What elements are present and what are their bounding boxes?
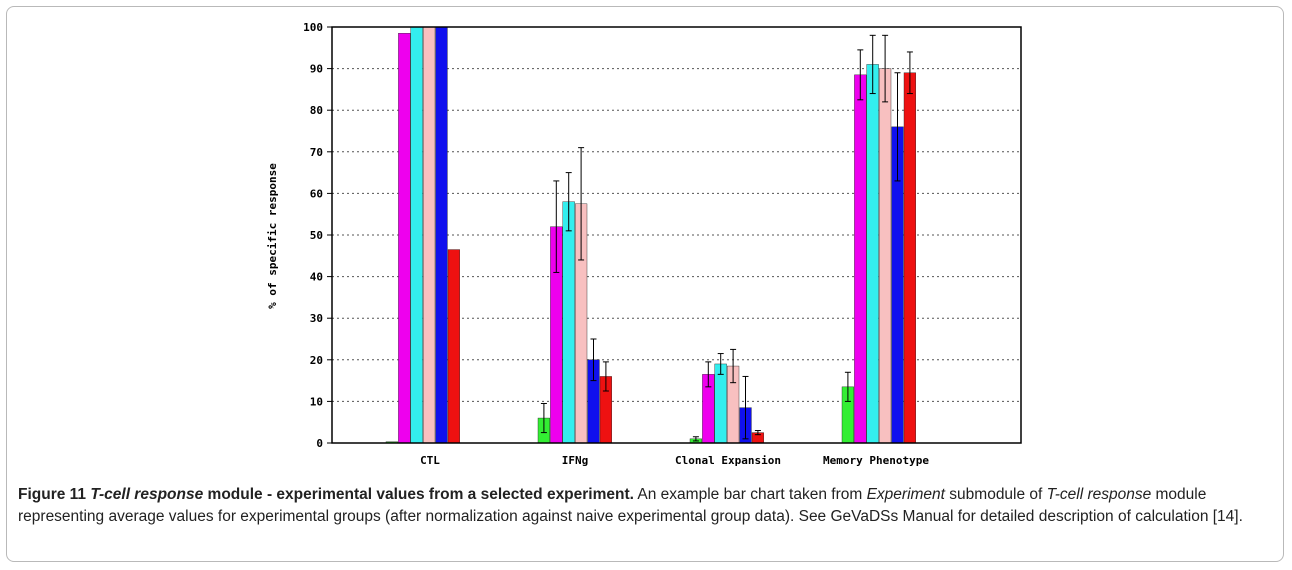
error-bar — [894, 72, 901, 182]
figure-caption: Figure 11 T-cell response module - exper… — [18, 484, 1274, 528]
error-bar — [717, 353, 724, 375]
error-bars — [540, 34, 913, 442]
y-tick-label: 0 — [316, 437, 323, 450]
bar — [866, 64, 879, 444]
y-tick-labels: 0 10 20 30 40 50 60 70 80 90 100 — [303, 21, 332, 450]
y-tick-label: 50 — [310, 229, 323, 242]
caption-title-italic: T-cell response — [90, 486, 204, 503]
caption-body-1: An example bar chart taken from — [633, 486, 867, 503]
bar — [903, 72, 917, 444]
bar — [447, 249, 461, 444]
x-tick-label: Memory Phenotype — [823, 454, 929, 467]
error-bar — [869, 34, 876, 95]
caption-italic-2: T-cell response — [1046, 486, 1152, 503]
error-bar — [730, 348, 737, 384]
error-bar — [553, 180, 560, 273]
y-tick-label: 30 — [310, 312, 323, 325]
y-tick-label: 90 — [310, 63, 323, 76]
caption-body-2: submodule of — [944, 486, 1047, 503]
error-bar — [882, 34, 889, 103]
error-bar — [540, 402, 547, 434]
x-tick-label: IFNg — [562, 454, 589, 467]
figure-frame — [6, 6, 1284, 562]
error-bar — [705, 361, 712, 388]
y-tick-label: 100 — [303, 21, 323, 34]
caption-title-rest: module - experimental values from a sele… — [203, 486, 634, 503]
gridlines — [332, 68, 1021, 402]
bars — [385, 26, 917, 444]
error-bar — [754, 430, 761, 436]
bar — [714, 363, 727, 444]
bar — [410, 26, 423, 444]
y-tick-label: 60 — [310, 187, 323, 200]
caption-body-3: module representing average values for e… — [18, 486, 1243, 525]
error-bar — [602, 361, 609, 392]
caption-italic-1: Experiment — [866, 486, 945, 503]
figure-label: Figure 11 — [18, 486, 87, 503]
bar-chart: % of specific response 0 10 20 30 40 50 60 70 80… — [266, 21, 1022, 467]
bar — [435, 26, 448, 444]
bar — [562, 201, 575, 444]
y-tick-label: 10 — [310, 395, 323, 408]
error-bar — [590, 338, 597, 382]
y-axis-label: % of specific response — [266, 163, 279, 309]
error-bar — [742, 375, 749, 440]
x-tick-label: Clonal Expansion — [675, 454, 781, 467]
error-bar — [578, 147, 585, 261]
bar — [398, 33, 411, 444]
bar — [879, 68, 892, 444]
error-bar — [906, 51, 913, 95]
error-bar — [565, 172, 572, 232]
x-tick-labels: CTL IFNg Clonal Expansion Memory Phenotype — [420, 454, 929, 467]
y-tick-label: 20 — [310, 354, 323, 367]
error-bar — [857, 49, 864, 101]
error-bar — [692, 436, 699, 442]
x-tick-label: CTL — [420, 454, 440, 467]
y-tick-label: 80 — [310, 104, 323, 117]
y-tick-label: 70 — [310, 146, 323, 159]
bar — [854, 74, 867, 444]
bar — [423, 26, 436, 444]
error-bar — [844, 371, 851, 402]
y-tick-label: 40 — [310, 271, 323, 284]
